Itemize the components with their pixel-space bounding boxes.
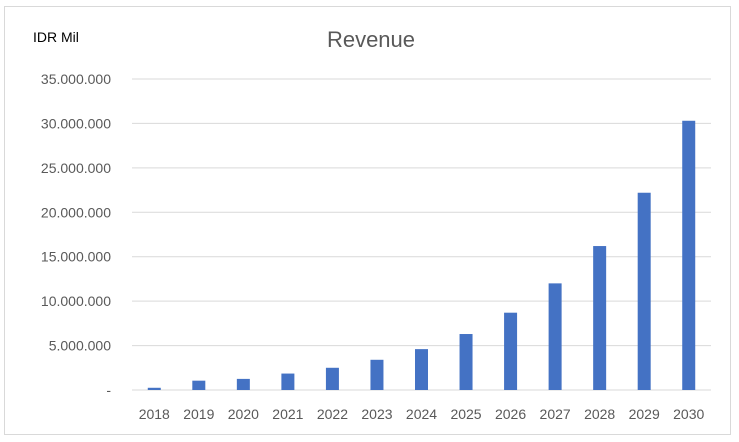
bar-2019 xyxy=(192,380,206,390)
x-tick-label: 2030 xyxy=(673,406,704,422)
y-tick-label: 35.000.000 xyxy=(41,71,111,87)
x-tick-label: 2029 xyxy=(629,406,660,422)
x-tick-label: 2023 xyxy=(361,406,392,422)
x-tick-label: 2025 xyxy=(450,406,481,422)
x-tick-label: 2018 xyxy=(139,406,170,422)
bar-2026 xyxy=(504,312,518,390)
y-tick-label: 5.000.000 xyxy=(49,338,111,354)
y-tick-label: 15.000.000 xyxy=(41,249,111,265)
x-tick-label: 2028 xyxy=(584,406,615,422)
y-tick-label: 30.000.000 xyxy=(41,115,111,131)
x-tick-label: 2026 xyxy=(495,406,526,422)
gridlines xyxy=(132,78,711,391)
bar-2020 xyxy=(236,378,250,390)
bar-2024 xyxy=(415,349,428,390)
y-tick-label: 25.000.000 xyxy=(41,160,111,176)
x-tick-label: 2027 xyxy=(540,406,571,422)
y-tick-label: - xyxy=(106,382,111,398)
bar-2021 xyxy=(281,373,295,390)
x-tick-label: 2024 xyxy=(406,406,437,422)
chart-frame xyxy=(4,6,731,435)
bar-2027 xyxy=(548,283,562,390)
x-tick-label: 2021 xyxy=(272,406,303,422)
bar-2022 xyxy=(325,367,339,390)
bar-2028 xyxy=(593,246,607,390)
bar-2018 xyxy=(147,387,161,390)
x-tick-label: 2019 xyxy=(183,406,214,422)
y-tick-label: 20.000.000 xyxy=(41,204,111,220)
y-axis-tick-labels: - 5.000.000 10.000.000 15.000.000 20.000.000… xyxy=(41,71,111,398)
bar-2030 xyxy=(682,120,696,391)
chart-title: Revenue xyxy=(327,27,415,52)
x-axis-tick-labels: 2018 2019 2020 2021 2022 2023 2024 2025 2026 2027… xyxy=(139,406,705,422)
y-unit-label: IDR Mil xyxy=(33,29,79,45)
bars xyxy=(147,120,696,391)
bar-2025 xyxy=(459,334,473,390)
x-tick-label: 2022 xyxy=(317,406,348,422)
bar-2023 xyxy=(370,359,384,390)
y-tick-label: 10.000.000 xyxy=(41,293,111,309)
bar-2029 xyxy=(637,192,651,390)
x-tick-label: 2020 xyxy=(228,406,259,422)
